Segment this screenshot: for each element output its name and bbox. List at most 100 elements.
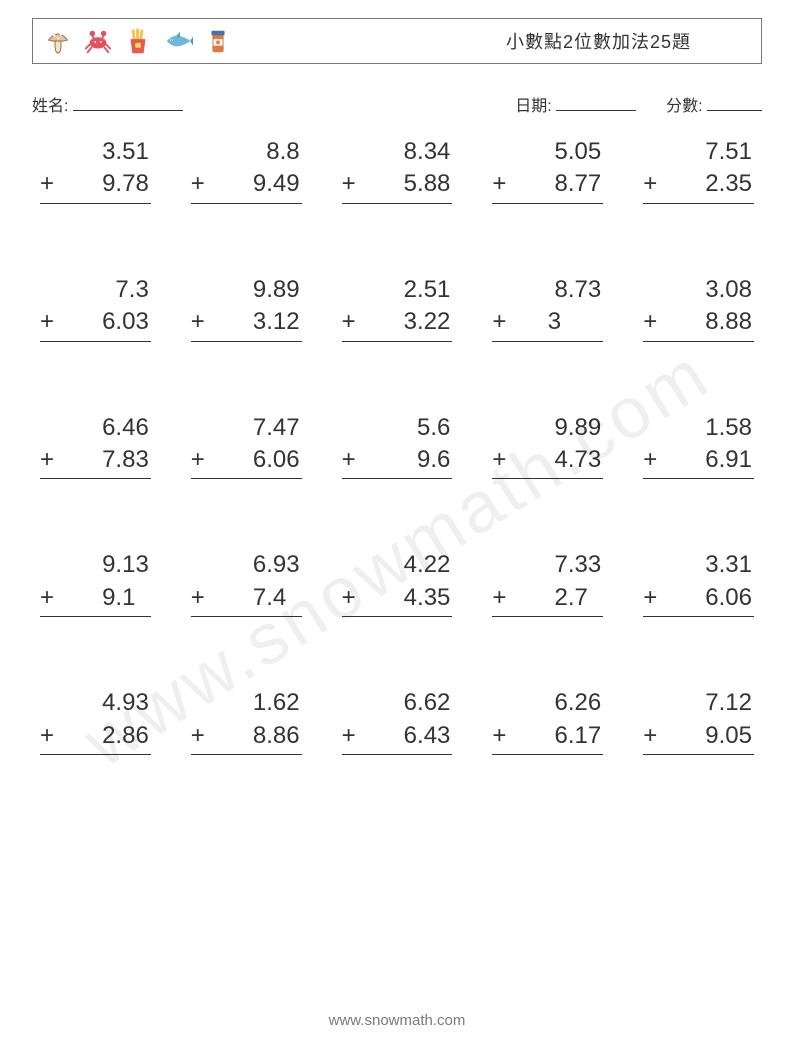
- operand-b-value: 8.86: [253, 722, 300, 749]
- operand-a: 3.08: [643, 274, 754, 306]
- operand-b: +9.6: [342, 444, 453, 479]
- operand-a: 5.05: [492, 136, 603, 168]
- date-blank[interactable]: [556, 95, 636, 111]
- operand-b-value: 9.78: [102, 170, 149, 197]
- operator: +: [643, 582, 657, 614]
- problems-grid: 3.51+9.78 8.8+9.498.34+5.885.05+8.777.51…: [32, 136, 762, 755]
- operator: +: [643, 720, 657, 752]
- operand-b: +8.86: [191, 720, 302, 755]
- jar-icon: [203, 26, 233, 56]
- operand-b: +2.35: [643, 168, 754, 203]
- date-field: 日期:: [515, 92, 636, 116]
- score-label: 分數:: [666, 98, 702, 115]
- operator: +: [40, 168, 54, 200]
- fish-icon: [163, 26, 193, 56]
- operator: +: [342, 444, 356, 476]
- operand-a: 7.33: [492, 549, 603, 581]
- operand-b-value: 7.4: [253, 584, 300, 611]
- operator: +: [191, 444, 205, 476]
- operator: +: [342, 582, 356, 614]
- operand-b-value: 7.83: [102, 446, 149, 473]
- operand-a: 6.26: [492, 687, 603, 719]
- operand-b-value: 9.6: [417, 446, 450, 473]
- operator: +: [492, 720, 506, 752]
- operand-b: +9.49: [191, 168, 302, 203]
- operand-b-value: 2.35: [705, 170, 752, 197]
- problem: 8.73+3: [492, 274, 603, 342]
- operand-b-value: 9.1: [102, 584, 149, 611]
- operator: +: [40, 582, 54, 614]
- worksheet-page: www.snowmath.com: [0, 0, 794, 1053]
- crab-icon: [83, 26, 113, 56]
- info-row: 姓名: 日期: 分數:: [32, 92, 762, 116]
- operand-b-value: 6.43: [404, 722, 451, 749]
- operand-b-value: 8.88: [705, 308, 752, 335]
- operand-b-value: 6.03: [102, 308, 149, 335]
- problem: 8.8+9.49: [191, 136, 302, 204]
- problem: 3.31+6.06: [643, 549, 754, 617]
- operator: +: [342, 306, 356, 338]
- operand-a: 7.47: [191, 412, 302, 444]
- problem: 6.62+6.43: [342, 687, 453, 755]
- operand-b-value: 3.12: [253, 308, 300, 335]
- operand-b: +6.06: [643, 582, 754, 617]
- operand-a: 3.31: [643, 549, 754, 581]
- operand-a: 9.89: [492, 412, 603, 444]
- operator: +: [191, 720, 205, 752]
- operand-a: 2.51: [342, 274, 453, 306]
- operand-a: 7.12: [643, 687, 754, 719]
- operator: +: [342, 720, 356, 752]
- operand-b: +9.1: [40, 582, 151, 617]
- problem: 1.62+8.86: [191, 687, 302, 755]
- operand-b: +9.05: [643, 720, 754, 755]
- operator: +: [191, 582, 205, 614]
- operand-b-value: 2.86: [102, 722, 149, 749]
- operand-a: 8.34: [342, 136, 453, 168]
- operand-b: +7.83: [40, 444, 151, 479]
- operand-b: +8.88: [643, 306, 754, 341]
- operand-b-value: 3: [548, 308, 601, 335]
- problem: 2.51+3.22: [342, 274, 453, 342]
- operand-b: +6.91: [643, 444, 754, 479]
- operand-b-value: 6.91: [705, 446, 752, 473]
- operand-b-value: 6.06: [253, 446, 300, 473]
- fries-icon: [123, 26, 153, 56]
- header: 小數點2位數加法25題: [32, 18, 762, 64]
- problem: 6.26+6.17: [492, 687, 603, 755]
- operand-a: 6.62: [342, 687, 453, 719]
- operand-a: 1.58: [643, 412, 754, 444]
- operator: +: [492, 444, 506, 476]
- operand-b: +4.73: [492, 444, 603, 479]
- operand-b: +3.12: [191, 306, 302, 341]
- problem: 4.93+2.86: [40, 687, 151, 755]
- problem: 5.6+9.6: [342, 412, 453, 480]
- problem: 9.13+9.1: [40, 549, 151, 617]
- operand-b: +2.86: [40, 720, 151, 755]
- date-label: 日期:: [515, 98, 551, 115]
- operand-a: 3.51: [40, 136, 151, 168]
- operand-b-value: 6.06: [705, 584, 752, 611]
- problem: 5.05+8.77: [492, 136, 603, 204]
- name-blank[interactable]: [73, 95, 183, 111]
- operator: +: [191, 306, 205, 338]
- footer-url: www.snowmath.com: [0, 1012, 794, 1029]
- problem: 6.93+7.4: [191, 549, 302, 617]
- operand-b: +9.78: [40, 168, 151, 203]
- score-field: 分數:: [666, 92, 762, 116]
- operand-b: +6.43: [342, 720, 453, 755]
- operand-a: 4.93: [40, 687, 151, 719]
- problem: 7.51+2.35: [643, 136, 754, 204]
- operand-a: 5.6: [342, 412, 453, 444]
- problem: 7.33+2.7: [492, 549, 603, 617]
- operand-b: +7.4: [191, 582, 302, 617]
- operand-a: 9.89: [191, 274, 302, 306]
- problem: 9.89+4.73: [492, 412, 603, 480]
- problem: 3.51+9.78: [40, 136, 151, 204]
- mushroom-icon: [43, 26, 73, 56]
- operator: +: [40, 720, 54, 752]
- operand-b-value: 6.17: [554, 722, 601, 749]
- operand-b: +4.35: [342, 582, 453, 617]
- problem: 3.08+8.88: [643, 274, 754, 342]
- operand-b: +3.22: [342, 306, 453, 341]
- score-blank[interactable]: [707, 95, 762, 111]
